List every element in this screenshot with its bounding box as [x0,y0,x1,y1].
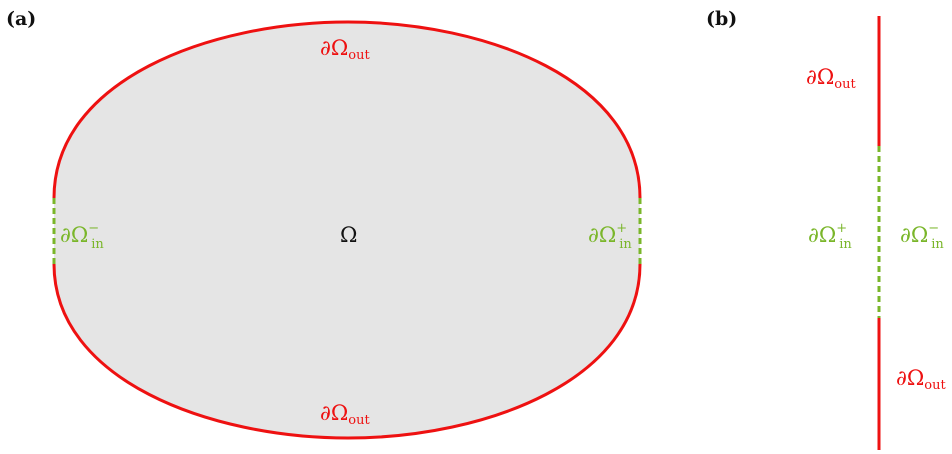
label-domain-omega: Ω [340,223,357,247]
label-in-left-b: ∂Ω+ in [808,221,852,252]
label-out-top-a: ∂Ωout [320,36,370,63]
label-in-right-a: ∂Ω+ in [588,221,632,252]
label-in-right-b: ∂Ω− in [900,221,944,252]
panel-a-tag: (a) [6,8,36,30]
label-out-bottom-a: ∂Ωout [320,401,370,428]
outflow-boundary-top [52,20,642,199]
label-out-bottom-b: ∂Ωout [896,366,946,393]
label-out-top-b: ∂Ωout [806,65,856,92]
label-in-left-a: ∂Ω− in [60,221,104,252]
outflow-boundary-bottom [52,263,642,440]
panel-b-tag: (b) [706,8,737,30]
domain-omega-fill [54,22,640,438]
